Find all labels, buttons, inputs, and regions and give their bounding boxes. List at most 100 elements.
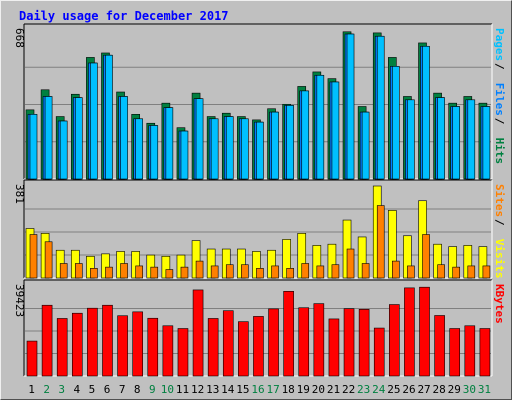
x-tick-label: 17 [266,383,279,396]
bar-sites [361,263,370,279]
bar-pages [241,118,249,180]
bar-pages [482,106,491,180]
bar-pages [392,66,400,180]
x-tick-label: 7 [119,383,126,396]
bar-kbytes [162,325,174,377]
bar-pages [225,116,234,180]
bar-kbytes [268,308,279,377]
x-tick-label: 15 [236,383,249,396]
bar-kbytes [389,304,400,377]
bar-kbytes [71,312,83,377]
x-tick-label: 16 [251,383,264,396]
bar-pages [59,120,68,180]
bar-kbytes [373,327,385,377]
bar-pages [29,114,38,180]
legend-separator: / [493,219,506,226]
x-tick-label: 24 [372,383,386,396]
bar-pages [195,98,204,180]
legend-separator: / [493,118,506,125]
x-tick-label: 13 [206,383,219,396]
x-tick-label: 9 [149,383,156,396]
x-tick-label: 11 [176,383,189,396]
bar-sites [59,263,68,279]
bar-sites [165,269,174,279]
bar-pages [135,118,143,180]
x-tick-label: 23 [357,383,370,396]
bar-sites [452,266,461,279]
x-tick-label: 27 [417,383,430,396]
bar-kbytes [464,325,476,377]
y-axis-max-label: 381 [13,184,26,204]
bar-sites [376,205,385,279]
bar-pages [256,121,264,180]
bar-kbytes [343,308,355,377]
bar-kbytes [41,304,53,377]
bar-kbytes [117,315,128,377]
x-tick-label: 20 [312,383,325,396]
bar-pages [210,118,219,180]
bar-sites [286,268,294,279]
legend-label-files: Files [493,83,506,116]
chart-title: Daily usage for December 2017 [19,9,229,23]
bar-pages [437,97,445,180]
x-tick-label: 28 [433,383,446,396]
bar-sites [241,264,249,279]
x-tick-label: 10 [161,383,174,396]
bar-sites [256,268,264,279]
bar-pages [286,105,294,180]
bar-kbytes [434,315,445,377]
bar-sites [331,264,340,279]
legend-label-visits: Visits [493,239,506,279]
x-tick-label: 5 [89,383,96,396]
bar-sites [29,234,38,279]
x-tick-label: 8 [134,383,141,396]
legend-label-pages: Pages [493,28,506,61]
bar-kbytes [404,287,415,377]
bar-kbytes [298,307,310,377]
bar-sites [44,241,53,279]
bar-kbytes [102,304,113,377]
x-tick-label: 2 [43,383,50,396]
bar-kbytes [192,289,204,377]
legend-label-sites: Sites [493,184,506,217]
legend-separator: / [493,63,506,70]
x-tick-label: 31 [478,383,491,396]
bar-kbytes [26,340,38,377]
x-tick-label: 30 [463,383,476,396]
bar-kbytes [222,310,234,377]
bar-pages [105,54,113,180]
bar-sites [225,264,234,279]
bar-sites [437,264,445,279]
bar-sites [105,266,113,279]
bar-sites [150,266,159,279]
x-tick-label: 19 [297,383,310,396]
bar-pages [74,97,83,180]
bar-pages [316,74,325,180]
bar-pages [422,45,430,180]
bar-pages [452,106,461,180]
bar-pages [346,33,355,180]
x-tick-label: 1 [28,383,35,396]
bar-kbytes [419,286,430,377]
bar-pages [301,90,310,180]
bar-pages [120,96,128,180]
bar-kbytes [313,303,325,377]
bar-pages [271,111,279,180]
bar-kbytes [238,321,249,377]
bar-pages [376,35,385,180]
bar-sites [422,234,430,279]
x-tick-label: 29 [448,383,461,396]
bar-sites [482,265,491,279]
bar-kbytes [358,309,370,377]
bar-pages [90,62,98,180]
bar-sites [90,268,98,279]
bar-kbytes [147,317,159,377]
bar-kbytes [56,318,68,377]
bar-sites [195,260,204,279]
x-tick-label: 18 [282,383,295,396]
bar-pages [44,96,53,180]
bar-sites [301,263,310,279]
x-tick-label: 25 [387,383,400,396]
